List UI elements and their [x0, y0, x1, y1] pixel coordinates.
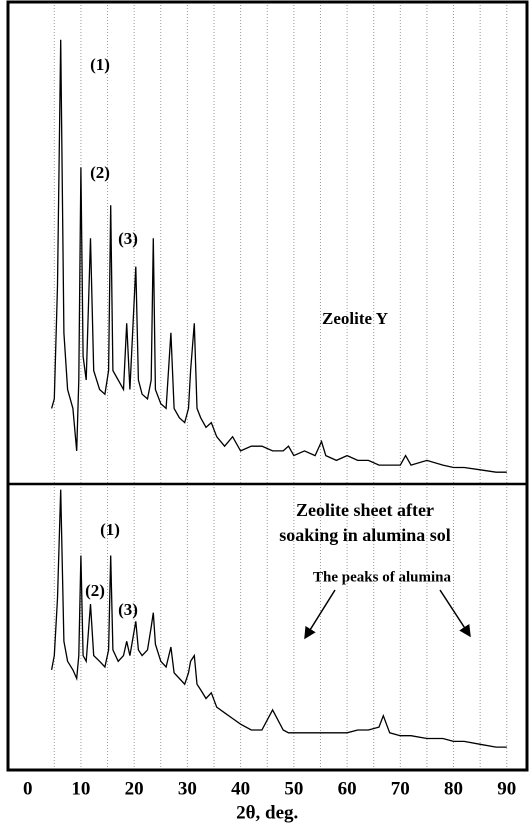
peak-label: (3) — [118, 229, 138, 248]
x-tick-label: 40 — [231, 778, 250, 799]
x-tick-label: 0 — [23, 778, 33, 799]
peak-label: (3) — [118, 600, 138, 619]
x-tick-label: 10 — [71, 778, 90, 799]
x-tick-label: 20 — [125, 778, 144, 799]
x-tick-label: 80 — [444, 778, 463, 799]
annotation: The peaks of alumina — [313, 569, 451, 585]
arrow — [304, 589, 336, 640]
arrow — [439, 589, 471, 638]
x-tick-label: 30 — [178, 778, 197, 799]
series-label: Zeolite Y — [322, 309, 388, 328]
x-tick-label: 50 — [284, 778, 303, 799]
peak-label: (1) — [100, 520, 120, 539]
xrd-line — [50, 489, 507, 748]
x-tick-label: 70 — [391, 778, 410, 799]
plot-layer — [50, 2, 508, 770]
x-tick-label: 90 — [497, 778, 516, 799]
frame — [6, 0, 529, 772]
xrd-line — [50, 39, 507, 473]
x-tick-label: 60 — [338, 778, 357, 799]
series-label: soaking in alumina sol — [279, 525, 451, 545]
x-axis-label: 2θ, deg. — [236, 802, 298, 823]
series-label: Zeolite sheet after — [296, 500, 434, 520]
peak-label: (1) — [90, 55, 110, 74]
peak-label: (2) — [90, 163, 110, 182]
peak-label: (2) — [85, 581, 105, 600]
